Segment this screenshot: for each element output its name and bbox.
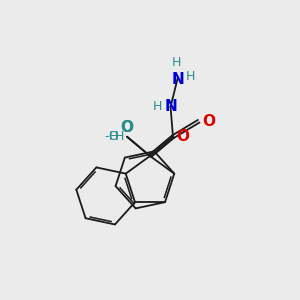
Text: H: H bbox=[153, 100, 162, 113]
Text: N: N bbox=[171, 72, 184, 87]
Text: H: H bbox=[186, 70, 196, 83]
Text: -O: -O bbox=[104, 130, 119, 143]
Text: O: O bbox=[202, 114, 216, 129]
Text: H: H bbox=[172, 56, 181, 69]
Text: H: H bbox=[109, 130, 118, 143]
Text: N: N bbox=[164, 99, 177, 114]
Text: O: O bbox=[177, 129, 190, 144]
Text: H: H bbox=[115, 130, 124, 143]
Text: O: O bbox=[121, 120, 134, 135]
Text: O: O bbox=[121, 120, 134, 135]
